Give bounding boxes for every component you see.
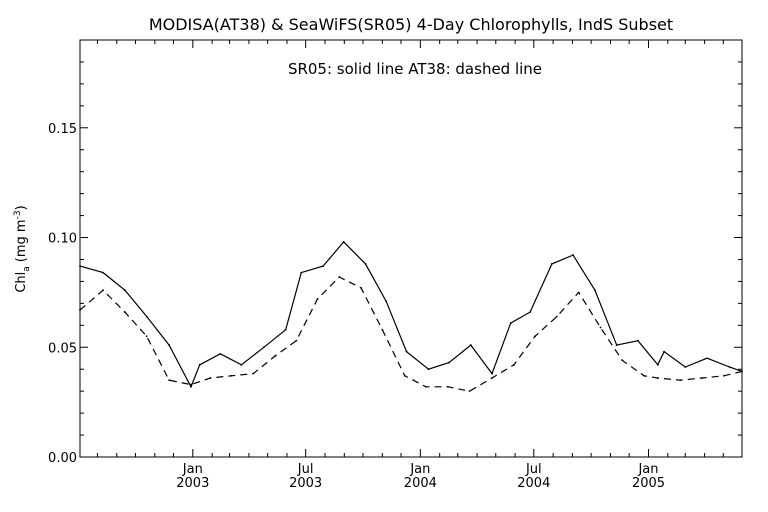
data-point-sr05 xyxy=(728,366,731,368)
y-tick-label: 0.15 xyxy=(48,122,77,137)
data-point-sr05 xyxy=(145,315,148,318)
data-point-sr05 xyxy=(550,262,553,265)
data-point-sr05 xyxy=(663,350,665,353)
data-point-at38 xyxy=(209,377,212,379)
data-point-at38 xyxy=(512,363,515,366)
data-point-at38 xyxy=(741,370,743,373)
data-point-sr05 xyxy=(364,262,367,265)
y-tick-label: 0.00 xyxy=(48,451,77,466)
x-tick-year-label: 2003 xyxy=(289,476,322,491)
x-tick-year-label: 2005 xyxy=(632,476,665,491)
chart-subtitle: SR05: solid line AT38: dashed line xyxy=(288,60,542,78)
data-point-sr05 xyxy=(509,322,512,325)
x-tick-month-label: Jan xyxy=(637,462,658,477)
data-point-sr05 xyxy=(448,361,450,364)
chart-title: MODISA(AT38) & SeaWiFS(SR05) 4-Day Chlor… xyxy=(149,15,673,34)
data-point-at38 xyxy=(534,335,536,338)
series-line-sr05 xyxy=(79,241,743,389)
data-point-sr05 xyxy=(342,241,345,243)
y-axis-label: Chla (mg m-3) xyxy=(13,205,32,292)
data-point-sr05 xyxy=(615,344,618,346)
data-point-sr05 xyxy=(684,366,687,368)
y-axis-label-superscript: -3 xyxy=(13,210,23,219)
data-point-at38 xyxy=(656,377,659,379)
data-point-at38 xyxy=(599,326,602,329)
data-point-at38 xyxy=(190,383,192,386)
data-point-sr05 xyxy=(572,254,574,256)
data-point-sr05 xyxy=(240,363,243,366)
data-point-sr05 xyxy=(168,344,171,346)
data-point-at38 xyxy=(123,311,126,314)
data-point-at38 xyxy=(723,374,725,377)
data-point-sr05 xyxy=(190,385,192,388)
plot-frame xyxy=(79,39,743,458)
y-tick-label: 0.05 xyxy=(48,341,77,356)
data-point-sr05 xyxy=(262,346,265,349)
x-tick-month-label: Jul xyxy=(297,462,314,477)
data-point-at38 xyxy=(360,287,363,289)
data-point-at38 xyxy=(701,377,704,379)
data-point-sr05 xyxy=(102,271,104,274)
x-tick-year-label: 2003 xyxy=(176,476,209,491)
data-point-sr05 xyxy=(123,289,126,292)
series-line-at38 xyxy=(79,276,743,392)
data-point-sr05 xyxy=(637,339,639,342)
data-point-at38 xyxy=(230,374,233,377)
data-point-sr05 xyxy=(706,357,708,360)
data-point-sr05 xyxy=(198,363,201,366)
data-point-at38 xyxy=(446,385,449,388)
x-tick-month-label: Jan xyxy=(182,462,203,477)
data-point-sr05 xyxy=(219,352,222,355)
data-point-sr05 xyxy=(385,300,387,303)
x-tick-month-label: Jul xyxy=(525,462,542,477)
data-point-at38 xyxy=(79,309,81,311)
data-point-at38 xyxy=(316,298,319,300)
data-point-at38 xyxy=(621,359,624,362)
data-point-sr05 xyxy=(284,328,287,331)
data-point-at38 xyxy=(338,276,341,278)
y-axis-label-close: ) xyxy=(14,205,29,210)
data-point-at38 xyxy=(577,291,580,294)
data-point-at38 xyxy=(555,315,558,318)
plot-area: 0.000.050.100.15Jan2003Jul2003Jan2004Jul… xyxy=(48,39,743,491)
data-point-sr05 xyxy=(405,350,408,353)
y-tick-label: 0.10 xyxy=(48,232,77,247)
data-point-at38 xyxy=(381,328,384,331)
y-axis-label-main: Chl xyxy=(14,272,29,293)
data-point-at38 xyxy=(252,372,255,375)
data-point-sr05 xyxy=(469,344,472,346)
data-point-at38 xyxy=(643,374,646,377)
data-point-sr05 xyxy=(427,368,430,371)
x-tick-year-label: 2004 xyxy=(404,476,437,491)
data-point-sr05 xyxy=(300,271,303,274)
data-point-at38 xyxy=(425,385,427,388)
data-point-sr05 xyxy=(593,289,596,292)
data-point-at38 xyxy=(295,339,298,342)
data-point-sr05 xyxy=(529,311,531,314)
data-point-sr05 xyxy=(79,265,81,267)
x-tick-year-label: 2004 xyxy=(517,476,550,491)
y-axis-label-subscript: a xyxy=(22,266,32,272)
data-point-at38 xyxy=(679,379,682,382)
data-point-at38 xyxy=(468,390,471,393)
x-tick-month-label: Jan xyxy=(409,462,430,477)
data-point-at38 xyxy=(145,335,148,338)
data-point-at38 xyxy=(168,379,171,382)
data-point-at38 xyxy=(102,289,104,292)
data-point-sr05 xyxy=(491,372,493,375)
data-point-at38 xyxy=(403,374,406,377)
y-axis-label-units: (mg m xyxy=(14,219,29,262)
data-point-sr05 xyxy=(656,363,659,366)
data-point-sr05 xyxy=(322,265,325,267)
data-point-at38 xyxy=(491,377,493,379)
data-point-at38 xyxy=(274,355,277,357)
